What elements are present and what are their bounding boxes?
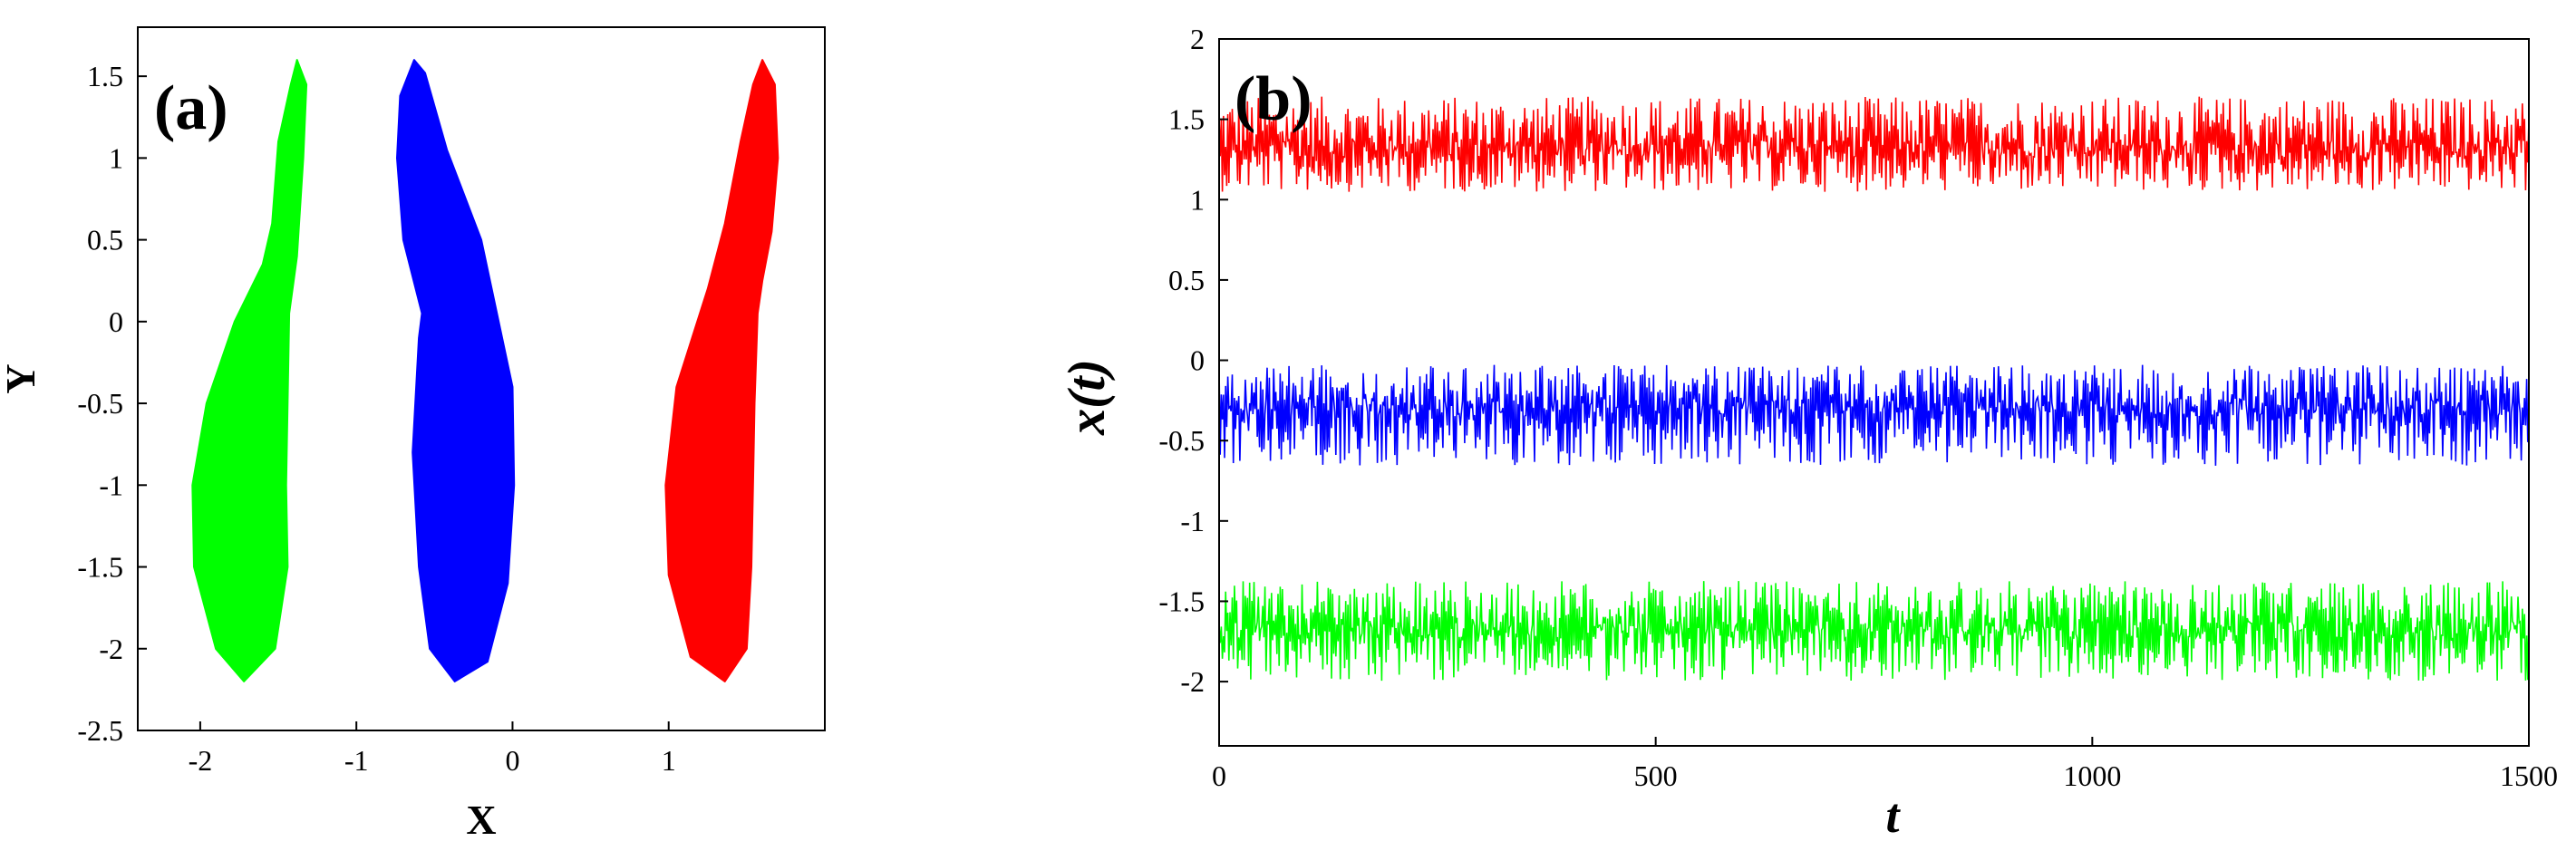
panel-b-x-tick-label: 1000 [2063,759,2121,792]
panel-a-x-tick-label: 0 [505,744,519,777]
panel-a-axes-frame [137,26,826,731]
panel-a-y-tick-label: -2 [99,633,123,665]
panel-a-x-ticks: -2 -1 0 1 [189,721,676,777]
panel-a-y-tick-label: -1 [99,469,123,501]
panel-a-y-tick-label: -2.5 [77,714,123,747]
panel-a-y-tick-label: 1 [109,141,123,174]
panel-b-label: (b) [1235,64,1312,134]
panel-a-label: (a) [154,73,228,143]
panel-b-y-ticks: 2 1.5 1 0.5 0 -0.5 -1 -1.5 -2 [1158,23,1228,698]
panel-b-y-tick-label: -1.5 [1158,585,1205,617]
panel-b-y-tick-label: 2 [1190,23,1205,55]
panel-b-y-tick-label: 0 [1190,344,1205,377]
panel-b-x-tick-label: 1500 [2500,759,2558,792]
panel-b-x-axis-label: t [1885,788,1901,843]
panel-b: 0 500 1000 1500 2 1.5 1 0.5 0 -0.5 -1 -1.5 -2 (b) t… [1057,23,2558,843]
panel-b-time-series [1218,96,2530,682]
series-green [1218,581,2530,682]
panel-a-x-tick-label: -1 [344,744,369,777]
panel-b-y-tick-label: -2 [1180,665,1205,698]
series-blue [1218,364,2530,466]
panel-b-y-tick-label: 1.5 [1168,103,1205,136]
panel-a-y-axis-label: Y [0,363,44,393]
panel-b-axes-frame [1218,38,2530,747]
attractor-blue [396,59,516,682]
panel-a-x-tick-label: -2 [189,744,213,777]
panel-b-x-tick-label: 0 [1212,759,1226,792]
panel-a-y-tick-label: 0.5 [87,224,123,256]
attractor-green [191,59,308,682]
panel-a-y-tick-label: 1.5 [87,60,123,92]
panel-a-x-axis-label: X [466,797,496,843]
panel-b-x-tick-label: 500 [1634,759,1678,792]
panel-b-y-tick-label: -1 [1180,505,1205,537]
panel-a-y-ticks: 1.5 1 0.5 0 -0.5 -1 -1.5 -2 -2.5 [77,60,147,747]
series-red [1218,96,2530,192]
panel-b-y-tick-label: 0.5 [1168,264,1205,296]
panel-a-x-tick-label: 1 [662,744,676,777]
panel-a-y-tick-label: -1.5 [77,551,123,584]
panel-a: -2 -1 0 1 1.5 1 0.5 0 -0.5 -1 -1.5 -2 -2.5 (a) X Y [0,26,826,843]
panel-a-y-tick-label: -0.5 [77,387,123,420]
panel-b-y-tick-label: 1 [1190,183,1205,216]
attractor-red [664,59,780,682]
panel-a-y-tick-label: 0 [109,305,123,338]
panel-a-attractors [191,59,780,682]
panel-b-y-axis-label: x(t) [1057,359,1116,436]
panel-b-x-ticks: 0 500 1000 1500 [1212,737,2558,792]
panel-b-y-tick-label: -0.5 [1158,424,1205,457]
